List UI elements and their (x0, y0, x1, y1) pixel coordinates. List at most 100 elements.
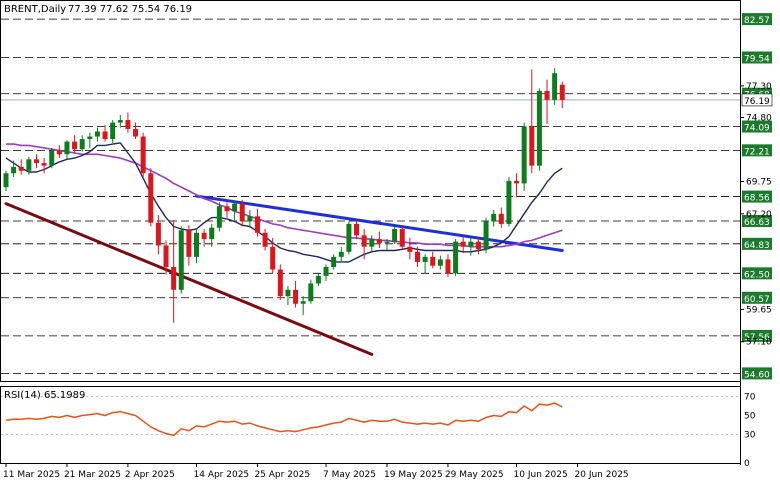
candle (209, 223, 215, 247)
candle (414, 246, 420, 267)
candle-body (201, 232, 207, 240)
price-level-tag (742, 144, 772, 157)
price-level-tag (742, 267, 772, 280)
price-axis-tick-label: 77.30 (746, 82, 772, 92)
price-level-label: 62.50 (744, 270, 770, 280)
candle (453, 239, 459, 276)
trendlines (4, 194, 564, 356)
candle (18, 159, 24, 175)
candle (140, 132, 146, 178)
candle (3, 170, 9, 191)
candle-body (369, 239, 375, 247)
candle (552, 68, 558, 105)
candle-body (529, 126, 535, 166)
candle (194, 229, 199, 264)
candle (201, 229, 207, 247)
candle (384, 239, 390, 251)
candle-body (491, 213, 497, 222)
ma-long-line (6, 143, 563, 248)
candle-body (399, 229, 405, 247)
candle (247, 210, 253, 228)
rsi-tick-label: 30 (744, 431, 756, 441)
candle (163, 240, 169, 275)
rsi-panel: 70 50 30 0 (1, 393, 756, 469)
candle-body (26, 159, 32, 171)
candle-body (460, 241, 466, 247)
price-level-tag (742, 13, 772, 26)
candle (483, 217, 489, 254)
candle-body (209, 227, 215, 240)
candle (354, 220, 360, 240)
candle (521, 122, 527, 191)
candle (224, 202, 230, 218)
candle-body (254, 216, 260, 233)
candle-body (270, 246, 276, 270)
candle-body (262, 232, 268, 247)
candle (536, 88, 542, 171)
candle-body (18, 166, 24, 171)
time-axis-label: 25 Apr 2025 (254, 470, 310, 480)
candle-body (514, 180, 520, 184)
candle (186, 225, 192, 266)
current-price-tag (741, 93, 773, 107)
candle-body (300, 301, 306, 304)
candle (11, 160, 17, 178)
time-axis-label: 10 Jun 2025 (514, 470, 568, 480)
candle-body (407, 246, 413, 252)
candle-body (376, 239, 382, 243)
candle (338, 246, 344, 262)
resistance-trendline (195, 194, 564, 253)
candle-body (285, 289, 291, 297)
price-level-tag (742, 190, 772, 203)
price-axis-tick-label: 57.10 (746, 338, 772, 348)
candle-body (72, 141, 78, 150)
candle (102, 125, 108, 142)
candle-body (49, 150, 55, 166)
price-level-tag (742, 291, 772, 304)
candle-body (163, 245, 169, 267)
price-level-label: 57.56 (744, 333, 770, 343)
candle-body (133, 128, 139, 137)
candle (468, 237, 474, 256)
candle-body (79, 139, 85, 150)
time-axis-label: 2 Apr 2025 (125, 470, 175, 480)
candle (239, 199, 245, 227)
candle (110, 120, 116, 143)
candle-body (224, 206, 230, 212)
candle (392, 226, 398, 245)
candle (171, 220, 177, 323)
candle (133, 122, 139, 140)
candle (544, 79, 550, 124)
candle-body (354, 223, 360, 236)
candle (399, 226, 405, 250)
price-level-label: 54.60 (744, 370, 770, 380)
candle-body (277, 269, 283, 297)
candle (422, 254, 428, 274)
candle (56, 145, 62, 159)
candle-body (3, 173, 9, 188)
current-price-label: 76.19 (744, 97, 770, 107)
candle-body (475, 241, 481, 250)
grid-lines (1, 18, 740, 374)
candle (369, 235, 375, 252)
price-level-tag (742, 237, 772, 250)
rsi-line (5, 402, 563, 437)
candle-body (315, 275, 321, 284)
candle (178, 226, 184, 294)
price-level-label: 82.57 (744, 16, 770, 26)
price-axis-tick-label: 67.20 (746, 210, 772, 220)
candle-body (331, 256, 337, 267)
candle (506, 177, 512, 227)
candle-body (41, 163, 47, 166)
candle-body (498, 213, 504, 224)
time-axis-label: 19 May 2025 (384, 470, 443, 480)
candle (41, 158, 47, 174)
candle-body (94, 131, 100, 137)
candle (148, 168, 154, 227)
price-level-label: 74.09 (744, 124, 770, 134)
candle (346, 221, 352, 255)
candle (315, 273, 321, 286)
price-level-label: 66.63 (744, 218, 770, 228)
candle (254, 208, 260, 237)
